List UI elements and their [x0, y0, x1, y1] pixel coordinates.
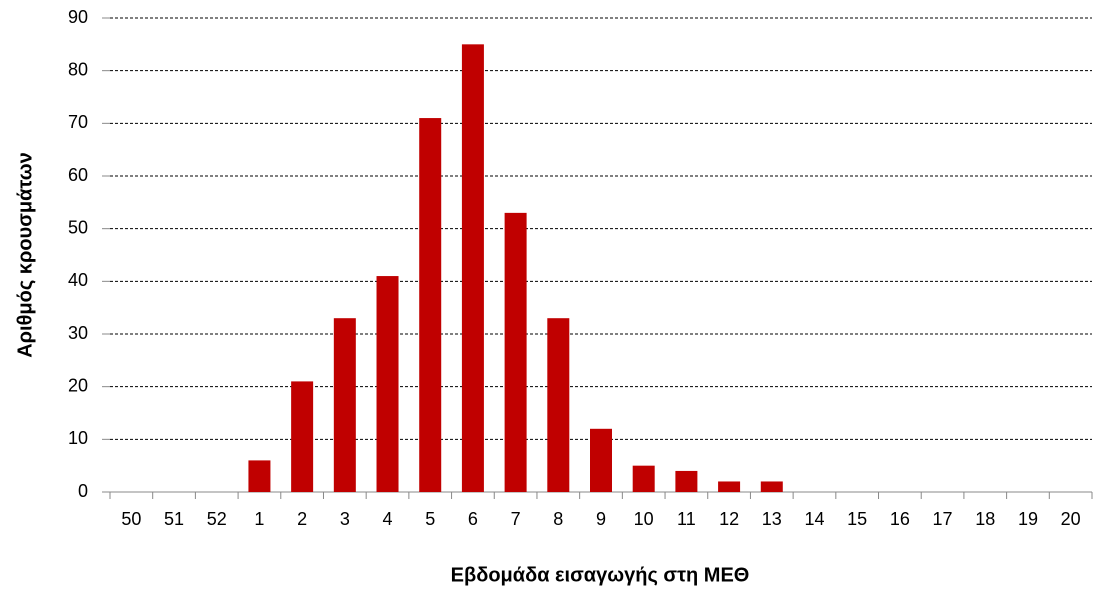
y-tick-label: 60 — [68, 165, 88, 185]
x-tick-label: 7 — [511, 509, 521, 529]
y-tick-label: 20 — [68, 375, 88, 395]
y-axis-title: Αριθμός κρουσμάτων — [14, 152, 36, 358]
x-tick-label: 15 — [847, 509, 867, 529]
bar — [291, 381, 314, 492]
x-tick-label: 8 — [553, 509, 563, 529]
x-tick-label: 51 — [164, 509, 184, 529]
bar — [760, 481, 783, 492]
x-tick-label: 12 — [719, 509, 739, 529]
x-tick-label: 19 — [1018, 509, 1038, 529]
y-tick-label: 0 — [78, 481, 88, 501]
x-tick-label: 6 — [468, 509, 478, 529]
x-tick-label: 4 — [383, 509, 393, 529]
bar — [547, 318, 570, 492]
x-tick-label: 11 — [677, 509, 696, 529]
x-tick-label: 9 — [596, 509, 606, 529]
x-tick-label: 1 — [254, 509, 264, 529]
bar — [419, 118, 442, 493]
x-tick-label: 16 — [890, 509, 910, 529]
y-tick-label: 50 — [68, 217, 88, 237]
x-tick-label: 3 — [340, 509, 350, 529]
y-tick-label: 40 — [68, 270, 88, 290]
bar — [376, 276, 399, 492]
y-tick-label: 80 — [68, 59, 88, 79]
x-tick-label: 52 — [207, 509, 227, 529]
x-tick-label: 5 — [425, 509, 435, 529]
bar — [632, 465, 655, 492]
x-tick-label: 10 — [634, 509, 654, 529]
x-tick-label: 50 — [121, 509, 141, 529]
x-tick-label: 14 — [804, 509, 824, 529]
y-tick-label: 30 — [68, 323, 88, 343]
bar — [718, 481, 741, 492]
bar — [333, 318, 356, 492]
x-axis-title: Εβδομάδα εισαγωγής στη ΜΕΘ — [451, 564, 750, 586]
bar — [675, 470, 698, 492]
y-tick-label: 90 — [68, 7, 88, 27]
bar — [248, 460, 271, 492]
bar — [590, 428, 612, 492]
bar — [461, 44, 484, 492]
x-tick-label: 18 — [975, 509, 995, 529]
y-tick-label: 10 — [68, 428, 88, 448]
x-tick-label: 20 — [1061, 509, 1081, 529]
bar — [504, 212, 527, 492]
x-tick-label: 13 — [762, 509, 782, 529]
y-tick-label: 70 — [68, 112, 88, 132]
x-tick-label: 17 — [933, 509, 953, 529]
x-tick-label: 2 — [297, 509, 307, 529]
